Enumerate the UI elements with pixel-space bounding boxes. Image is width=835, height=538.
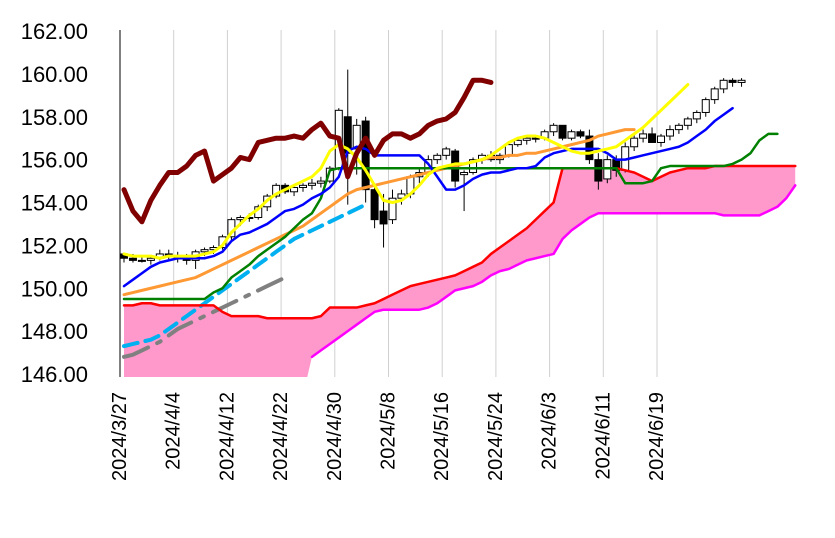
candle-body (361, 120, 370, 191)
candle-body (737, 79, 746, 83)
candle-body (558, 124, 567, 139)
candle-body (513, 139, 522, 146)
candle-body (674, 124, 683, 131)
base-line (122, 132, 779, 301)
candle-body (683, 118, 692, 126)
y-tick-label: 148.00 (21, 319, 88, 344)
candle-body (531, 137, 540, 140)
lagging-span-line (121, 77, 494, 225)
y-tick-label: 160.00 (21, 62, 88, 87)
candle-body (316, 180, 325, 184)
candle-body (594, 159, 603, 182)
x-tick-labels: 2024/3/27 2024/4/4 2024/4/12 2024/4/22 2024/… (109, 392, 668, 481)
long-dash-line (122, 202, 368, 349)
y-tick-label: 158.00 (21, 105, 88, 130)
short-ma-line (122, 83, 690, 260)
candle-body (307, 182, 316, 186)
candle-body (522, 137, 531, 141)
candle-body (442, 148, 451, 156)
x-tick-label: 2024/3/27 (109, 392, 131, 481)
candle-body (692, 111, 701, 120)
y-tick-label: 150.00 (21, 276, 88, 301)
candle-body (137, 259, 146, 262)
x-tick-label: 2024/6/19 (646, 392, 668, 481)
candle-body (200, 249, 209, 253)
mid-ma-line (122, 128, 636, 297)
long-moving-averages (122, 202, 368, 359)
candle-body (299, 184, 307, 188)
long-dashdot-line (122, 275, 288, 359)
candle-body (639, 133, 648, 139)
x-tick-label: 2024/4/4 (163, 392, 185, 470)
conversion-line (122, 106, 734, 288)
candle-body (576, 131, 585, 137)
candle-body (549, 124, 558, 133)
candle-body (719, 79, 728, 90)
candle-body (701, 99, 710, 113)
candle-body (379, 210, 388, 225)
candle-body (710, 88, 719, 101)
candle-body (325, 167, 334, 182)
indicator-lines (121, 77, 797, 359)
y-tick-label: 162.00 (21, 19, 88, 44)
candle-body (469, 159, 478, 173)
candle-body (657, 135, 665, 143)
y-tick-label: 146.00 (21, 362, 88, 387)
x-tick-label: 2024/4/30 (324, 392, 346, 481)
x-tick-label: 2024/6/3 (539, 392, 561, 470)
y-tick-label: 154.00 (21, 191, 88, 216)
candle-body (460, 171, 469, 176)
x-tick-label: 2024/4/12 (216, 392, 238, 481)
candle-body (648, 133, 657, 143)
x-tick-label: 2024/5/24 (485, 392, 507, 481)
leading-span-b-line (310, 184, 797, 359)
candle-body (630, 137, 639, 148)
x-tick-label: 2024/5/8 (378, 392, 400, 470)
candle-body (567, 131, 576, 139)
candle-body (236, 217, 245, 221)
candle-body (290, 186, 299, 193)
candle-body (370, 189, 379, 221)
y-tick-label: 152.00 (21, 233, 88, 258)
leading-span-a-line (122, 164, 797, 320)
candle-body (128, 257, 137, 261)
ichimoku-cloud (124, 166, 796, 377)
candle-body (146, 257, 155, 261)
x-tick-label: 2024/4/22 (270, 392, 292, 481)
candle-body (388, 197, 397, 221)
cloud-fill (124, 166, 796, 377)
plot-area (120, 69, 797, 377)
x-tick-label: 2024/5/16 (431, 392, 453, 481)
candle-body (433, 154, 442, 161)
candle-body (665, 129, 674, 137)
x-tick-label: 2024/6/11 (592, 392, 614, 480)
y-tick-labels: 162.00 160.00 158.00 156.00 154.00 152.00 150.… (21, 19, 88, 387)
candle-body (504, 144, 513, 156)
y-tick-label: 156.00 (21, 148, 88, 173)
candle-body (728, 79, 737, 83)
